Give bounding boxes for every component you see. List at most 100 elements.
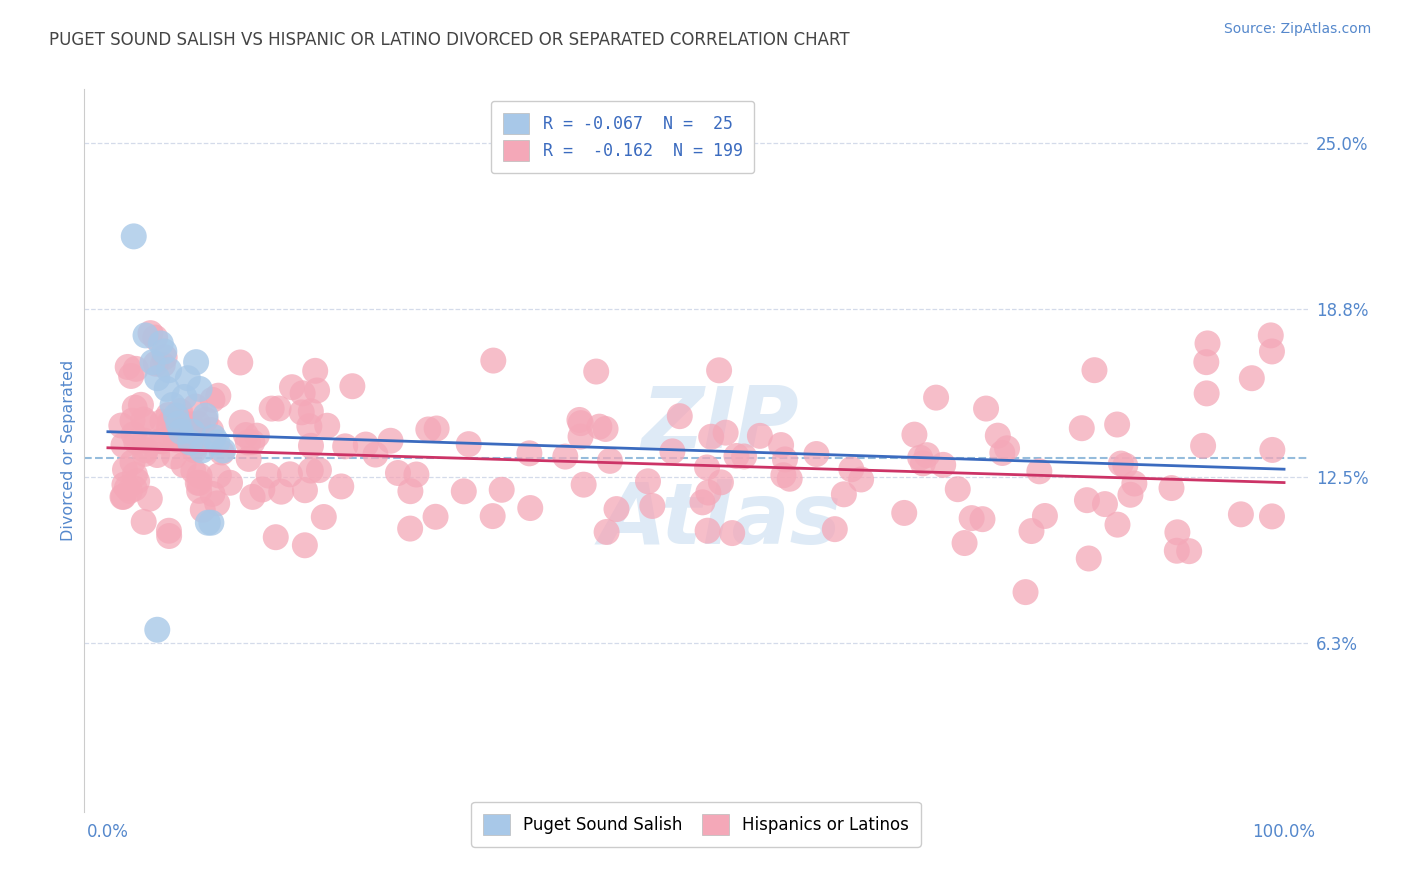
Point [668, 409, 690, 424]
Point [1094, 497, 1116, 511]
Point [184, 400, 207, 414]
Point [181, 425, 204, 439]
Point [387, 466, 409, 480]
Point [146, 623, 169, 637]
Point [299, 439, 322, 453]
Point [773, 452, 796, 467]
Legend: Puget Sound Salish, Hispanics or Latinos: Puget Sound Salish, Hispanics or Latinos [471, 802, 921, 847]
Point [165, 433, 187, 447]
Point [972, 512, 994, 526]
Point [153, 344, 176, 359]
Point [156, 382, 179, 396]
Point [304, 364, 326, 378]
Point [599, 454, 621, 468]
Point [380, 434, 402, 448]
Y-axis label: Divorced or Separated: Divorced or Separated [60, 359, 76, 541]
Point [294, 483, 316, 498]
Point [1028, 464, 1050, 478]
Point [177, 371, 200, 385]
Text: ZIP
Atlas: ZIP Atlas [599, 383, 841, 562]
Point [1076, 493, 1098, 508]
Point [1107, 517, 1129, 532]
Point [425, 509, 447, 524]
Point [1021, 524, 1043, 538]
Point [229, 355, 252, 369]
Point [157, 418, 180, 433]
Point [184, 355, 207, 369]
Point [903, 427, 925, 442]
Point [200, 516, 222, 530]
Point [806, 447, 828, 461]
Point [125, 434, 148, 449]
Point [426, 421, 449, 435]
Point [167, 417, 190, 431]
Point [157, 524, 180, 538]
Point [641, 499, 664, 513]
Point [207, 389, 229, 403]
Point [132, 515, 155, 529]
Point [252, 483, 274, 497]
Point [174, 422, 197, 436]
Point [568, 413, 591, 427]
Point [191, 503, 214, 517]
Point [1195, 355, 1218, 369]
Point [173, 426, 195, 441]
Point [707, 363, 730, 377]
Point [1261, 509, 1284, 524]
Point [173, 390, 195, 404]
Point [946, 482, 969, 496]
Point [1123, 476, 1146, 491]
Point [165, 409, 187, 423]
Point [1077, 551, 1099, 566]
Point [200, 423, 222, 437]
Point [299, 404, 322, 418]
Point [893, 506, 915, 520]
Point [519, 446, 541, 460]
Point [191, 443, 214, 458]
Point [312, 510, 335, 524]
Point [637, 475, 659, 489]
Point [153, 350, 176, 364]
Point [908, 450, 931, 465]
Point [124, 401, 146, 415]
Point [595, 422, 617, 436]
Point [240, 435, 263, 450]
Point [364, 448, 387, 462]
Point [157, 529, 180, 543]
Point [120, 368, 142, 383]
Point [177, 435, 200, 450]
Point [1260, 328, 1282, 343]
Point [733, 450, 755, 464]
Point [149, 434, 172, 448]
Point [135, 328, 157, 343]
Point [482, 353, 505, 368]
Point [333, 439, 356, 453]
Point [281, 380, 304, 394]
Point [725, 449, 748, 463]
Point [697, 485, 720, 500]
Point [117, 359, 139, 374]
Point [267, 401, 290, 416]
Point [953, 536, 976, 550]
Point [183, 443, 205, 458]
Point [202, 430, 225, 444]
Point [134, 434, 156, 448]
Point [960, 511, 983, 525]
Point [1230, 508, 1253, 522]
Point [159, 430, 181, 444]
Point [1109, 457, 1132, 471]
Point [134, 447, 156, 461]
Point [915, 448, 938, 462]
Point [1261, 344, 1284, 359]
Point [1114, 458, 1136, 473]
Point [491, 483, 513, 497]
Point [572, 477, 595, 491]
Point [294, 538, 316, 552]
Point [278, 467, 301, 482]
Point [832, 487, 855, 501]
Point [188, 468, 211, 483]
Point [1107, 417, 1129, 432]
Point [354, 437, 377, 451]
Point [1261, 442, 1284, 457]
Point [188, 483, 211, 498]
